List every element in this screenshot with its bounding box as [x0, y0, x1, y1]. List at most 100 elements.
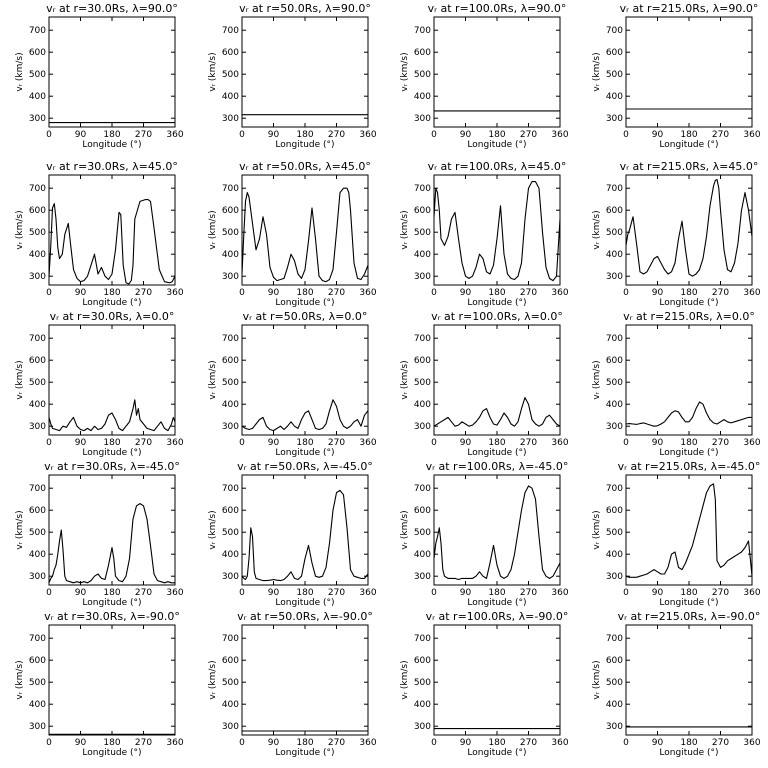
x-tick-label: 360	[551, 288, 568, 298]
y-axis-label: vᵣ (km/s)	[592, 360, 602, 399]
x-axis-label: Longitude (°)	[659, 298, 718, 308]
panel-title: vᵣ at r=100.0Rs, λ=45.0°	[428, 160, 567, 173]
x-axis-label: Longitude (°)	[82, 598, 141, 608]
y-tick-label: 400	[29, 550, 46, 560]
y-tick-label: 600	[29, 356, 46, 366]
y-tick-label: 700	[222, 184, 239, 194]
series-line	[433, 181, 561, 282]
plot-frame	[48, 174, 176, 286]
y-axis-label: vᵣ (km/s)	[208, 360, 218, 399]
y-tick-label: 300	[606, 722, 623, 732]
y-tick-label: 600	[606, 656, 623, 666]
panel-5: vᵣ at r=30.0Rs, λ=45.0° 0 90 180 270 360 300 40…	[15, 160, 184, 308]
y-tick-label: 600	[222, 356, 239, 366]
y-tick-label: 700	[29, 634, 46, 644]
x-tick-label: 0	[431, 438, 437, 448]
x-axis-label: Longitude (°)	[275, 448, 334, 458]
y-tick-label: 500	[29, 678, 46, 688]
panel-title: vᵣ at r=30.0Rs, λ=-45.0°	[44, 460, 180, 473]
x-tick-label: 360	[551, 738, 568, 748]
y-tick-label: 400	[606, 250, 623, 260]
x-tick-label: 180	[296, 438, 313, 448]
y-tick-label: 700	[222, 334, 239, 344]
y-tick-label: 700	[414, 26, 431, 36]
y-tick-label: 400	[606, 550, 623, 560]
panel-16: vᵣ at r=215.0Rs, λ=-45.0° 0 90 180 270 360 300…	[592, 460, 761, 608]
y-tick-label: 300	[222, 114, 239, 124]
x-axis-label: Longitude (°)	[467, 140, 526, 150]
x-tick-label: 0	[46, 738, 52, 748]
x-axis-label: Longitude (°)	[467, 748, 526, 758]
x-tick-label: 360	[359, 288, 376, 298]
y-tick-label: 700	[606, 26, 623, 36]
y-tick-label: 500	[414, 528, 431, 538]
x-tick-label: 360	[166, 288, 183, 298]
y-axis-label: vᵣ (km/s)	[208, 210, 218, 249]
y-tick-label: 400	[414, 400, 431, 410]
y-tick-label: 400	[222, 550, 239, 560]
panel-8: vᵣ at r=215.0Rs, λ=45.0° 0 90 180 270 360 300 4…	[592, 160, 761, 308]
y-axis-label: vᵣ (km/s)	[15, 52, 25, 91]
x-axis-label: Longitude (°)	[467, 448, 526, 458]
panel-title: vᵣ at r=50.0Rs, λ=-45.0°	[237, 460, 373, 473]
y-tick-label: 300	[222, 722, 239, 732]
x-tick-label: 360	[359, 738, 376, 748]
x-tick-label: 0	[239, 588, 245, 598]
x-tick-label: 180	[680, 738, 697, 748]
y-tick-label: 600	[414, 206, 431, 216]
x-tick-label: 180	[680, 438, 697, 448]
y-axis-label: vᵣ (km/s)	[400, 510, 410, 549]
plot-frame	[48, 474, 176, 586]
y-axis-label: vᵣ (km/s)	[15, 210, 25, 249]
y-axis-label: vᵣ (km/s)	[208, 660, 218, 699]
y-tick-label: 600	[29, 506, 46, 516]
x-tick-label: 180	[488, 130, 505, 140]
x-tick-label: 270	[328, 588, 345, 598]
panel-1: vᵣ at r=30.0Rs, λ=90.0° 0 90 180 270 360 300 40…	[15, 2, 184, 150]
x-tick-label: 0	[431, 130, 437, 140]
x-tick-label: 270	[520, 738, 537, 748]
x-tick-label: 180	[488, 438, 505, 448]
y-axis-label: vᵣ (km/s)	[400, 210, 410, 249]
x-axis-label: Longitude (°)	[275, 298, 334, 308]
y-axis-label: vᵣ (km/s)	[592, 660, 602, 699]
x-tick-label: 0	[46, 438, 52, 448]
x-tick-label: 360	[743, 738, 760, 748]
x-tick-label: 0	[239, 288, 245, 298]
x-tick-label: 270	[520, 130, 537, 140]
x-tick-label: 270	[328, 288, 345, 298]
x-tick-label: 90	[652, 438, 664, 448]
y-tick-label: 400	[29, 250, 46, 260]
y-tick-label: 500	[29, 378, 46, 388]
panel-title: vᵣ at r=215.0Rs, λ=90.0°	[620, 2, 759, 15]
y-tick-label: 300	[29, 722, 46, 732]
x-tick-label: 180	[296, 738, 313, 748]
plot-frame	[241, 624, 369, 736]
x-tick-label: 180	[488, 738, 505, 748]
x-axis-label: Longitude (°)	[659, 748, 718, 758]
x-axis-label: Longitude (°)	[275, 598, 334, 608]
plot-frame	[625, 624, 753, 736]
x-tick-label: 180	[488, 288, 505, 298]
y-tick-label: 400	[606, 700, 623, 710]
x-tick-label: 270	[712, 588, 729, 598]
panel-title: vᵣ at r=50.0Rs, λ=0.0°	[243, 310, 368, 323]
panel-title: vᵣ at r=50.0Rs, λ=90.0°	[239, 2, 371, 15]
x-tick-label: 180	[103, 130, 120, 140]
plot-frame	[625, 324, 753, 436]
y-tick-label: 600	[222, 656, 239, 666]
y-tick-label: 600	[29, 656, 46, 666]
plot-frame	[241, 474, 369, 586]
x-tick-label: 90	[268, 738, 280, 748]
x-tick-label: 180	[296, 288, 313, 298]
y-tick-label: 700	[29, 26, 46, 36]
x-tick-label: 90	[652, 288, 664, 298]
y-tick-label: 700	[414, 634, 431, 644]
x-tick-label: 180	[680, 588, 697, 598]
y-tick-label: 500	[29, 228, 46, 238]
y-tick-label: 700	[414, 484, 431, 494]
y-axis-label: vᵣ (km/s)	[208, 510, 218, 549]
y-tick-label: 400	[222, 250, 239, 260]
y-tick-label: 700	[606, 484, 623, 494]
x-tick-label: 270	[328, 130, 345, 140]
